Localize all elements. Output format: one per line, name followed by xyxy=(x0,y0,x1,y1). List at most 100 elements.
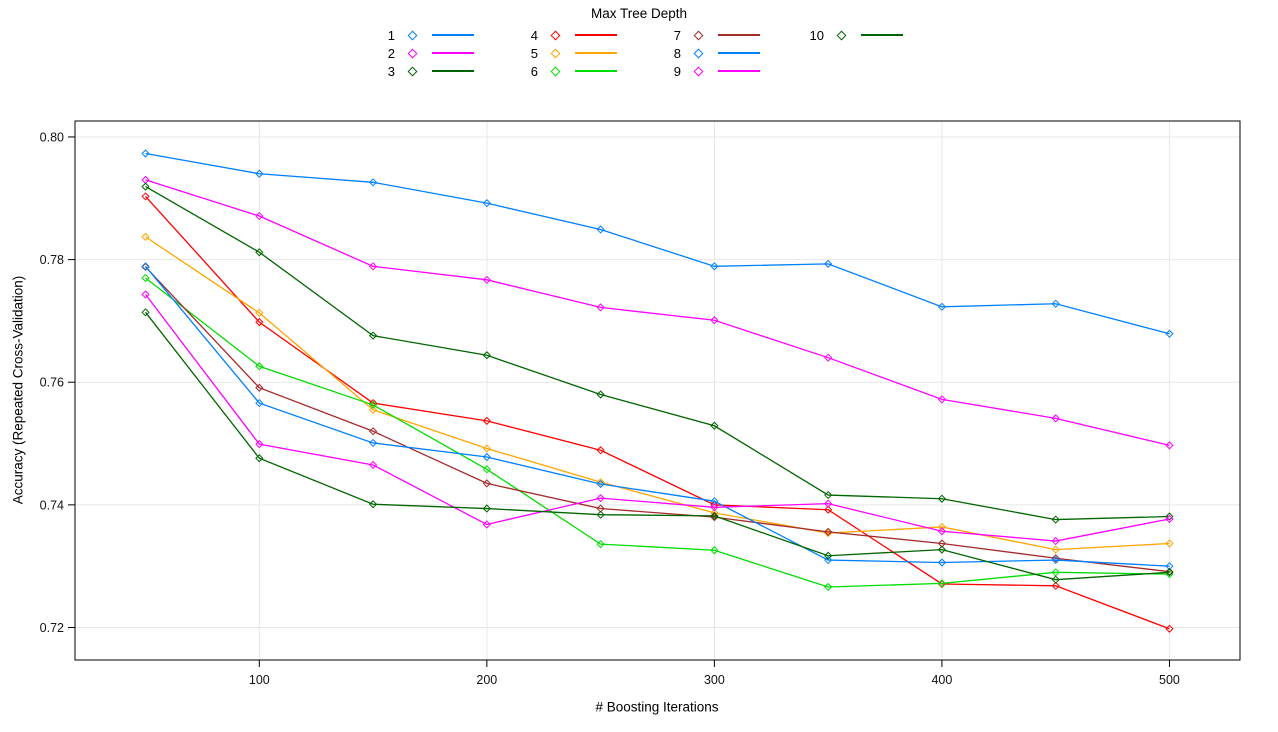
series-marker-8 xyxy=(1051,555,1060,565)
series-marker-6 xyxy=(937,579,947,588)
series-marker-3 xyxy=(368,331,378,340)
series-marker-8 xyxy=(937,558,947,567)
legend-label: 6 xyxy=(530,63,538,79)
legend-diamond-marker-icon xyxy=(407,30,418,40)
series-marker-1 xyxy=(482,199,491,208)
legend-label: 3 xyxy=(387,63,395,79)
series-marker-3 xyxy=(482,351,491,360)
x-tick-label: 300 xyxy=(704,673,725,687)
series-marker-2 xyxy=(596,303,605,312)
series-marker-4 xyxy=(482,416,491,425)
series-marker-7 xyxy=(596,504,605,513)
series-line-9 xyxy=(145,294,1170,542)
legend-line-sample xyxy=(432,70,474,72)
series-marker-1 xyxy=(710,262,719,271)
legend-line-sample xyxy=(861,34,903,36)
legend-diamond-marker-icon xyxy=(836,30,847,40)
series-marker-1 xyxy=(1051,299,1060,308)
series-marker-3 xyxy=(141,182,150,191)
x-axis-title: # Boosting Iterations xyxy=(595,699,719,715)
series-line-3 xyxy=(145,186,1170,521)
legend-label: 9 xyxy=(673,63,681,79)
series-marker-3 xyxy=(1051,515,1060,524)
series-marker-3 xyxy=(710,421,719,430)
series-marker-2 xyxy=(937,395,947,404)
series-marker-4 xyxy=(596,446,605,455)
legend-line-sample xyxy=(718,70,760,72)
series-marker-5 xyxy=(824,528,833,538)
series-marker-8 xyxy=(482,452,491,462)
series-marker-7 xyxy=(824,527,833,536)
legend-entry-5: 5 xyxy=(518,44,617,62)
y-tick-label: 0.80 xyxy=(40,130,64,144)
y-tick-label: 0.72 xyxy=(40,621,64,635)
series-marker-9 xyxy=(255,440,264,449)
series-line-2 xyxy=(145,179,1170,447)
legend-entry-8: 8 xyxy=(661,44,760,62)
legend-diamond-marker-icon xyxy=(550,66,561,76)
series-marker-5 xyxy=(1165,539,1174,548)
series-marker-6 xyxy=(368,400,378,410)
series-marker-6 xyxy=(141,273,150,283)
series-marker-1 xyxy=(368,178,378,187)
legend-entry-3: 3 xyxy=(375,62,474,80)
series-marker-10 xyxy=(937,545,947,554)
series-line-1 xyxy=(145,152,1170,335)
series-marker-7 xyxy=(255,383,264,392)
legend-diamond-marker-icon xyxy=(407,48,418,58)
series-marker-2 xyxy=(710,316,719,325)
legend-title: Max Tree Depth xyxy=(590,6,688,21)
series-marker-10 xyxy=(1165,568,1174,577)
x-tick-label: 100 xyxy=(249,673,270,687)
series-line-6 xyxy=(145,277,1170,588)
series-marker-5 xyxy=(141,232,150,242)
legend-label: 10 xyxy=(809,27,824,43)
series-marker-2 xyxy=(1165,441,1174,450)
x-tick-label: 200 xyxy=(476,673,497,687)
legend-grid: 1 2 3 4 5 6 7 8 9 10 xyxy=(375,26,903,80)
series-marker-9 xyxy=(710,503,719,512)
series-marker-7 xyxy=(368,427,378,436)
series-marker-8 xyxy=(710,497,719,506)
series-marker-9 xyxy=(937,527,947,536)
legend-line-sample xyxy=(575,70,617,72)
series-marker-6 xyxy=(824,582,833,592)
legend-diamond-marker-icon xyxy=(550,30,561,40)
y-axis-title: Accuracy (Repeated Cross-Validation) xyxy=(10,275,26,505)
series-marker-8 xyxy=(255,398,264,408)
legend-diamond-marker-icon xyxy=(693,48,704,58)
series-marker-2 xyxy=(482,275,491,284)
series-marker-2 xyxy=(255,211,264,221)
series-marker-1 xyxy=(255,169,264,178)
series-marker-2 xyxy=(368,262,378,271)
series-marker-1 xyxy=(596,225,605,234)
series-line-7 xyxy=(145,266,1170,573)
series-marker-6 xyxy=(1051,568,1060,577)
legend-diamond-marker-icon xyxy=(693,30,704,40)
series-line-10 xyxy=(145,311,1170,581)
series-marker-9 xyxy=(368,460,378,470)
series-marker-3 xyxy=(596,390,605,399)
legend-label: 7 xyxy=(673,27,681,43)
series-marker-6 xyxy=(710,546,719,555)
legend-line-sample xyxy=(575,52,617,54)
series-marker-9 xyxy=(596,494,605,503)
legend-label: 8 xyxy=(673,45,681,61)
series-marker-8 xyxy=(1165,562,1174,571)
series-marker-7 xyxy=(937,539,947,548)
legend-label: 1 xyxy=(387,27,395,43)
series-marker-8 xyxy=(141,262,150,271)
series-marker-2 xyxy=(1051,414,1060,423)
legend-diamond-marker-icon xyxy=(550,48,561,58)
legend-entry-4: 4 xyxy=(518,26,617,44)
series-line-4 xyxy=(145,195,1170,630)
legend-line-sample xyxy=(718,52,760,54)
series-marker-9 xyxy=(1165,514,1174,524)
y-tick-label: 0.76 xyxy=(40,376,64,390)
legend-line-sample xyxy=(432,52,474,54)
chart-legend: Max Tree Depth 1 2 3 4 5 6 7 8 9 10 xyxy=(375,6,903,80)
series-marker-1 xyxy=(824,259,833,268)
series-marker-2 xyxy=(141,175,150,184)
